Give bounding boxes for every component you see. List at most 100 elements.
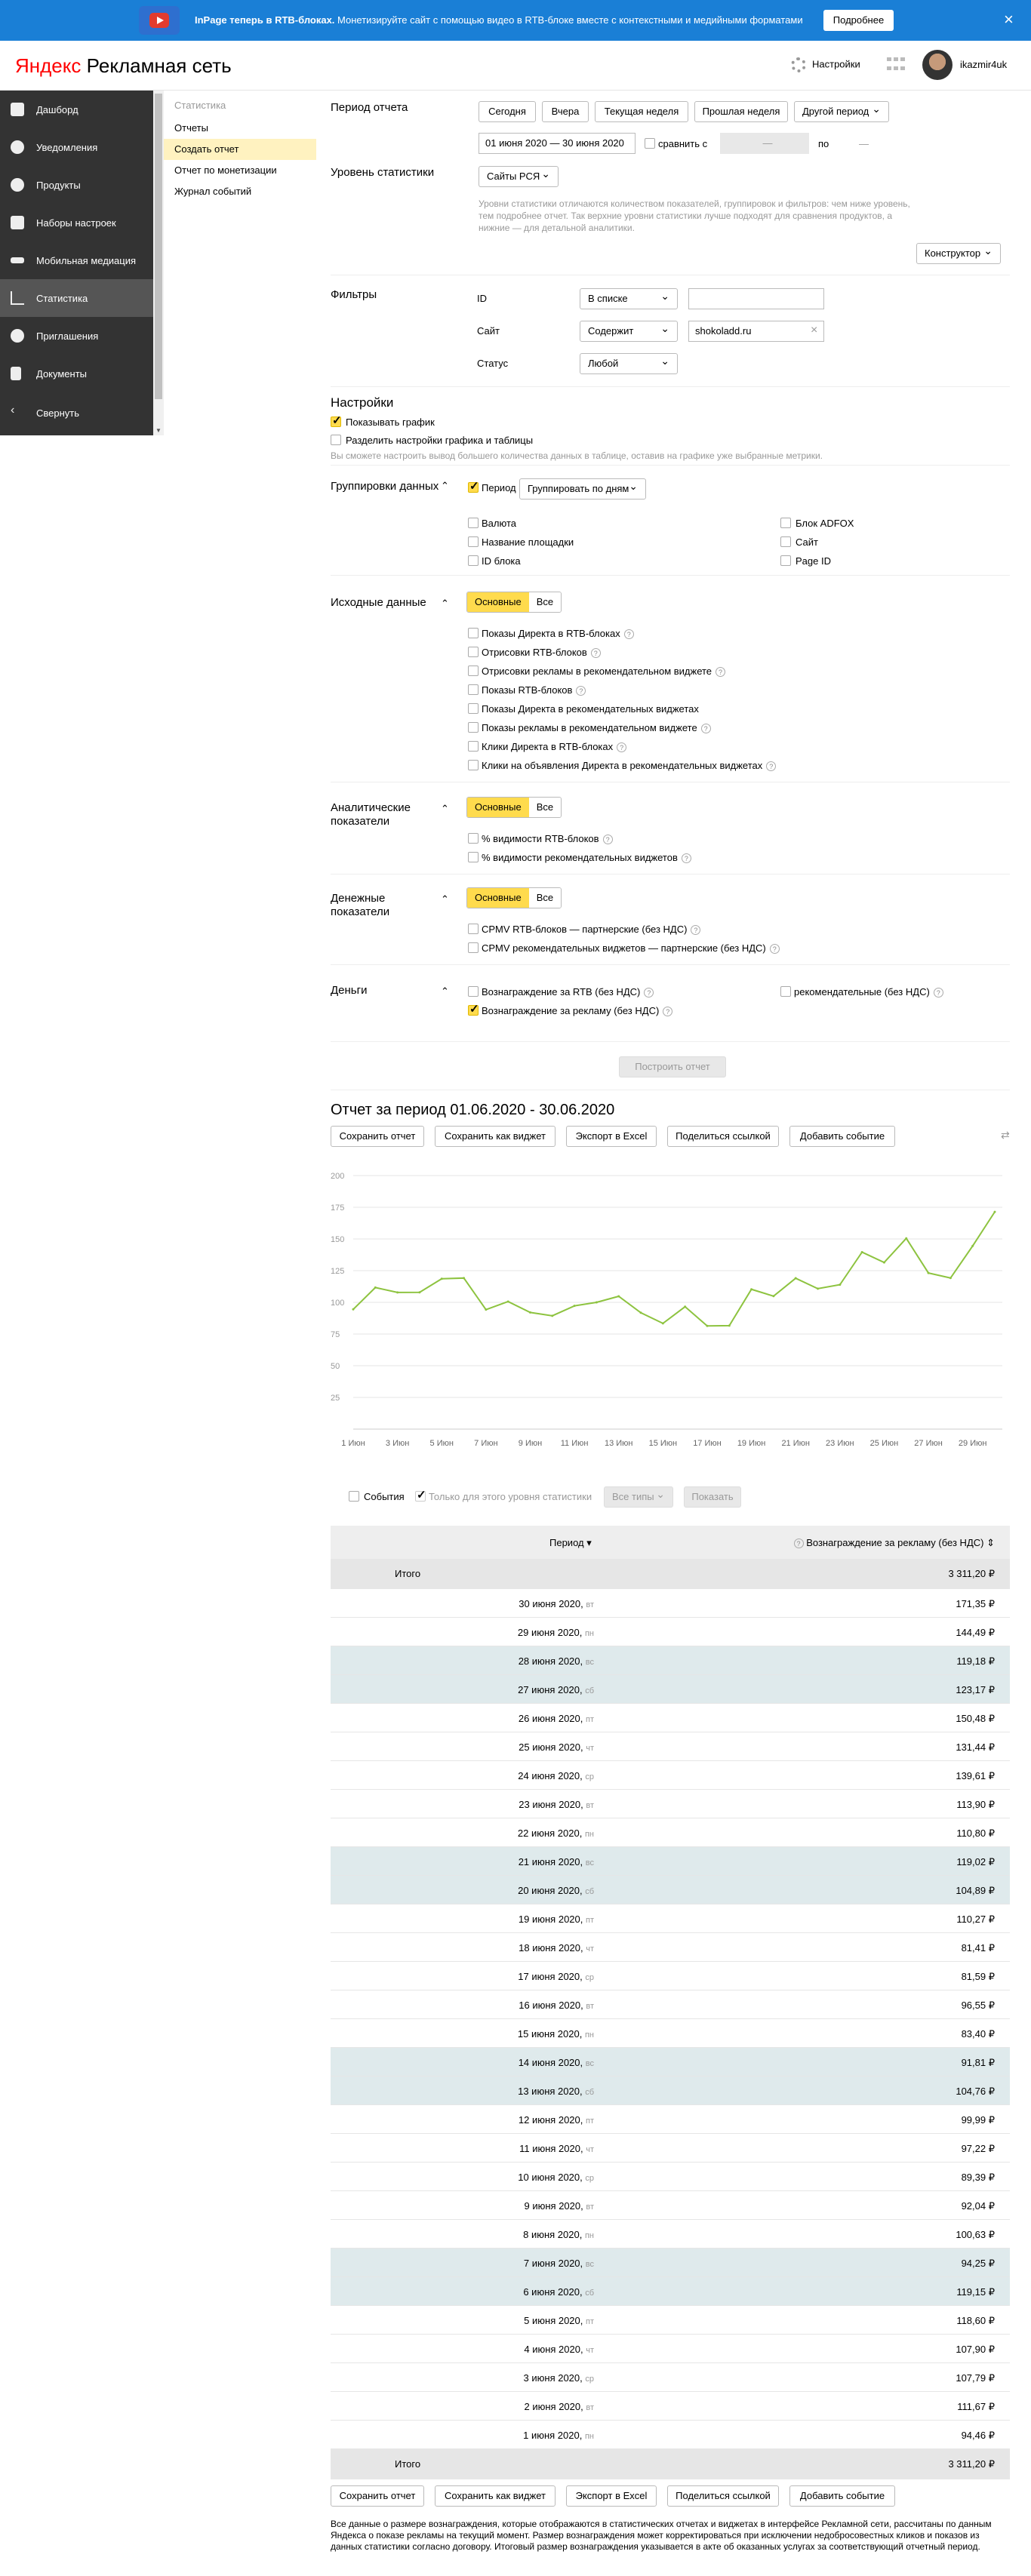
- money-metric-checkbox[interactable]: [468, 942, 479, 953]
- subnav-item-reports[interactable]: Отчеты: [174, 122, 208, 134]
- nav-item-dashboard[interactable]: Дашборд: [0, 91, 153, 128]
- period-last-week-button[interactable]: Прошлая неделя: [694, 101, 788, 122]
- nav-item-mediation[interactable]: Мобильная медиация: [0, 241, 153, 279]
- source-item-checkbox[interactable]: [468, 760, 479, 770]
- banner-more-button[interactable]: Подробнее: [823, 10, 894, 31]
- chevron-up-icon[interactable]: ⌃: [441, 893, 449, 905]
- source-item-checkbox[interactable]: [468, 628, 479, 638]
- group-site-checkbox[interactable]: [780, 536, 791, 547]
- nav-item-presets[interactable]: Наборы настроек: [0, 204, 153, 241]
- group-by-select[interactable]: Группировать по дням: [519, 476, 646, 500]
- nav-item-notifications[interactable]: Уведомления: [0, 128, 153, 166]
- analytics-toggle[interactable]: Основные Все: [466, 797, 562, 818]
- source-item-checkbox[interactable]: [468, 703, 479, 714]
- money-recommended-checkbox[interactable]: [780, 986, 791, 997]
- date-range-input[interactable]: 01 июня 2020 — 30 июня 2020: [479, 133, 636, 154]
- avatar[interactable]: [922, 50, 953, 80]
- nav-scrollbar[interactable]: ▼: [153, 91, 164, 435]
- filter-id-input[interactable]: [688, 288, 824, 309]
- compare-checkbox[interactable]: [645, 138, 655, 149]
- save-report-button-bottom[interactable]: Сохранить отчет: [331, 2485, 424, 2507]
- compare-date-input[interactable]: —: [720, 133, 809, 154]
- show-chart-checkbox[interactable]: [331, 413, 342, 427]
- analytics-item-checkbox[interactable]: [468, 833, 479, 844]
- source-all-tab[interactable]: Все: [528, 592, 562, 612]
- only-level-checkbox[interactable]: [415, 1488, 426, 1502]
- apps-grid-icon[interactable]: [887, 57, 905, 72]
- source-item-checkbox[interactable]: [468, 666, 479, 676]
- events-checkbox[interactable]: [349, 1491, 359, 1502]
- chevron-up-icon[interactable]: ⌃: [441, 480, 449, 491]
- export-excel-button[interactable]: Экспорт в Excel: [566, 1126, 657, 1147]
- clear-icon[interactable]: ×: [811, 324, 818, 337]
- money-metrics-toggle[interactable]: Основные Все: [466, 887, 562, 908]
- export-excel-button-bottom[interactable]: Экспорт в Excel: [566, 2485, 657, 2507]
- save-report-button[interactable]: Сохранить отчет: [331, 1126, 424, 1147]
- analytics-basic-tab[interactable]: Основные: [467, 798, 529, 817]
- money-metric-checkbox[interactable]: [468, 924, 479, 934]
- source-data-label: Исходные данные: [331, 596, 426, 609]
- split-settings-checkbox[interactable]: [331, 435, 341, 445]
- subnav-item-monetization-report[interactable]: Отчет по монетизации: [174, 164, 277, 176]
- period-current-week-button[interactable]: Текущая неделя: [595, 101, 688, 122]
- filter-site-op-select[interactable]: Содержит: [580, 318, 678, 342]
- source-item-checkbox[interactable]: [468, 722, 479, 733]
- settings-link[interactable]: Настройки: [791, 57, 860, 72]
- source-item-checkbox[interactable]: [468, 741, 479, 752]
- source-data-toggle[interactable]: Основные Все: [466, 592, 562, 613]
- source-item-checkbox[interactable]: [468, 647, 479, 657]
- group-site-name-checkbox[interactable]: [468, 536, 479, 547]
- analytics-item-checkbox[interactable]: [468, 852, 479, 862]
- nav-item-documents[interactable]: Документы: [0, 355, 153, 392]
- group-page-id-checkbox[interactable]: [780, 555, 791, 566]
- build-report-button[interactable]: Построить отчет: [619, 1056, 726, 1077]
- x-tick-label: 23 Июн: [826, 1439, 854, 1448]
- other-period-select[interactable]: Другой период: [794, 99, 889, 122]
- filter-site-input[interactable]: shokoladd.ru: [688, 321, 824, 342]
- source-basic-tab[interactable]: Основные: [467, 592, 529, 612]
- nav-item-products[interactable]: Продукты: [0, 166, 153, 204]
- nav-item-invitations[interactable]: Приглашения: [0, 317, 153, 355]
- save-as-widget-button[interactable]: Сохранить как виджет: [435, 1126, 556, 1147]
- chevron-up-icon[interactable]: ⌃: [441, 598, 449, 609]
- close-icon[interactable]: ×: [1004, 10, 1014, 29]
- share-link-button-bottom[interactable]: Поделиться ссылкой: [667, 2485, 779, 2507]
- y-tick-label: 25: [331, 1394, 340, 1403]
- nav-item-statistics[interactable]: Статистика: [0, 279, 153, 317]
- group-currency-checkbox[interactable]: [468, 518, 479, 528]
- filter-id-op-select[interactable]: В списке: [580, 286, 678, 309]
- filter-status-select[interactable]: Любой: [580, 351, 678, 374]
- event-types-select[interactable]: Все типы: [604, 1484, 673, 1508]
- inpage-logo-icon: [139, 6, 180, 35]
- add-event-button-bottom[interactable]: Добавить событие: [789, 2485, 895, 2507]
- constructor-select[interactable]: Конструктор: [916, 241, 1001, 264]
- money-metrics-basic-tab[interactable]: Основные: [467, 888, 529, 908]
- group-adfox-checkbox[interactable]: [780, 518, 791, 528]
- gear-icon: [791, 57, 806, 72]
- money-metrics-all-tab[interactable]: Все: [528, 888, 562, 908]
- chevron-up-icon[interactable]: ⌃: [441, 985, 449, 997]
- column-period-header[interactable]: Период ▾: [549, 1537, 592, 1548]
- nav-item-collapse[interactable]: ‹ Свернуть: [11, 404, 80, 419]
- level-select[interactable]: Сайты РСЯ: [479, 164, 559, 187]
- group-block-id-checkbox[interactable]: [468, 555, 479, 566]
- show-events-button[interactable]: Показать: [684, 1486, 741, 1508]
- brand-logo[interactable]: Яндекс Рекламная сеть: [15, 54, 232, 77]
- money-rtb-checkbox[interactable]: [468, 986, 479, 997]
- source-item-checkbox[interactable]: [468, 684, 479, 695]
- group-period-checkbox[interactable]: [468, 479, 479, 493]
- chart-settings-icon[interactable]: ⇄: [1001, 1129, 1010, 1141]
- column-value-header[interactable]: ? Вознаграждение за рекламу (без НДС) ⇕: [790, 1537, 995, 1549]
- username[interactable]: ikazmir4uk: [960, 59, 1008, 70]
- period-today-button[interactable]: Сегодня: [479, 101, 536, 122]
- money-ads-checkbox[interactable]: [468, 1002, 479, 1016]
- period-yesterday-button[interactable]: Вчера: [542, 101, 589, 122]
- share-link-button[interactable]: Поделиться ссылкой: [667, 1126, 779, 1147]
- divider: [331, 575, 1010, 576]
- analytics-all-tab[interactable]: Все: [528, 798, 562, 817]
- subnav-item-create-report[interactable]: Создать отчет: [164, 139, 316, 160]
- subnav-item-event-log[interactable]: Журнал событий: [174, 186, 252, 197]
- add-event-button[interactable]: Добавить событие: [789, 1126, 895, 1147]
- save-as-widget-button-bottom[interactable]: Сохранить как виджет: [435, 2485, 556, 2507]
- chevron-up-icon[interactable]: ⌃: [441, 803, 449, 814]
